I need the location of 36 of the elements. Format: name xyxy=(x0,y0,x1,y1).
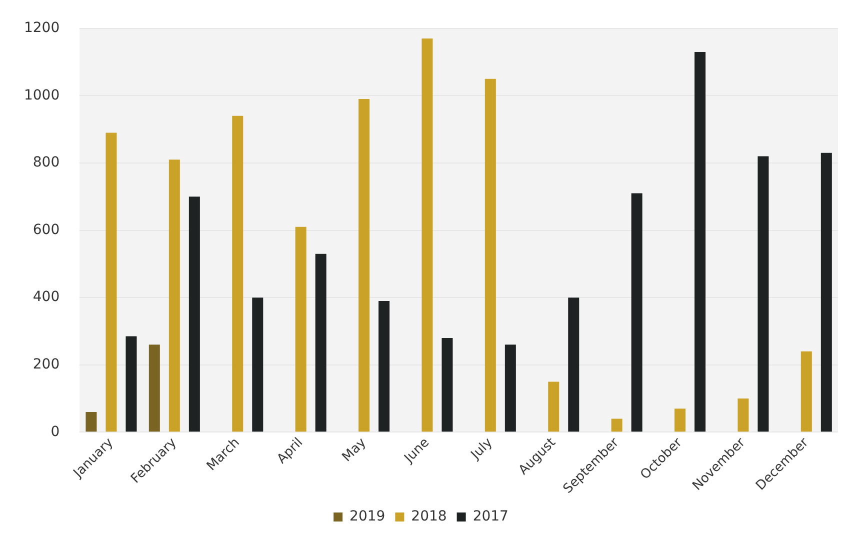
bar xyxy=(631,193,642,432)
bar xyxy=(548,382,560,432)
y-tick-label: 400 xyxy=(32,289,60,306)
y-tick-label: 1200 xyxy=(24,20,60,36)
bar xyxy=(422,38,433,432)
bar xyxy=(758,156,769,432)
bar xyxy=(188,196,200,432)
bar xyxy=(86,412,97,432)
bar xyxy=(106,132,117,432)
bar xyxy=(252,298,264,432)
legend-label: 2017 xyxy=(472,508,508,525)
y-tick-label: 0 xyxy=(50,424,60,440)
bar xyxy=(484,78,496,432)
y-tick-label: 200 xyxy=(32,356,60,373)
y-tick-label: 600 xyxy=(32,222,60,238)
bar xyxy=(738,398,749,432)
bar xyxy=(504,344,516,432)
bar xyxy=(568,298,580,432)
bar xyxy=(295,226,306,432)
y-tick-label: 1000 xyxy=(24,87,60,104)
bar xyxy=(315,254,326,432)
bar xyxy=(358,99,370,432)
bar xyxy=(442,338,453,432)
bar xyxy=(611,418,622,432)
bar xyxy=(232,116,244,432)
bar xyxy=(168,160,180,432)
bar xyxy=(694,52,706,432)
bar xyxy=(674,408,686,432)
bar xyxy=(800,351,812,432)
legend-label: 2019 xyxy=(350,508,386,525)
legend-label: 2018 xyxy=(411,508,447,525)
y-tick-label: 800 xyxy=(32,154,60,171)
bar xyxy=(820,152,832,432)
bar xyxy=(126,336,137,432)
bar xyxy=(378,300,390,432)
bar xyxy=(148,344,160,432)
